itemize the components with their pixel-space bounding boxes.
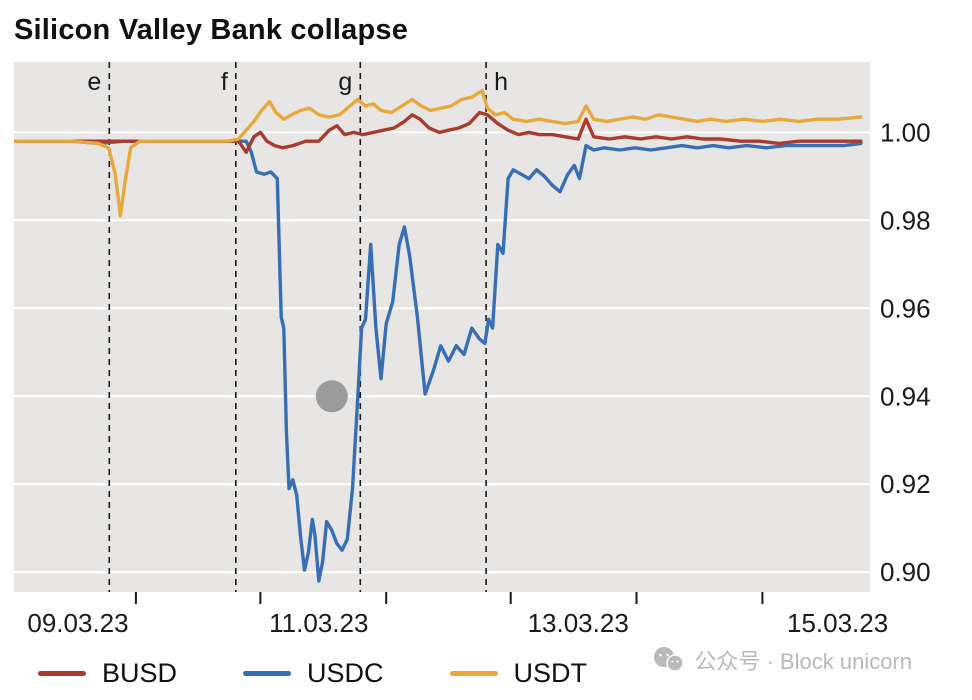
chart-canvas: 1.00 0.98 0.96 0.94 0.92 0.90 09.03.23 11.03.23…	[14, 62, 931, 638]
svg-text:13.03.23: 13.03.23	[528, 608, 629, 638]
legend-swatch-usdc	[243, 671, 292, 676]
legend-item-usdc: USDC	[243, 658, 384, 689]
wechat-icon	[651, 646, 685, 674]
svg-text:g: g	[338, 68, 352, 96]
svg-text:0.94: 0.94	[880, 381, 931, 411]
legend-swatch-busd	[38, 671, 86, 676]
legend-label-busd: BUSD	[102, 658, 178, 688]
svg-text:0.92: 0.92	[880, 469, 931, 499]
watermark: 公众号 · Block unicorn	[651, 644, 912, 676]
svg-text:0.90: 0.90	[880, 557, 931, 587]
chart-legend: BUSD USDC USDT	[38, 658, 587, 689]
legend-item-usdt: USDT	[449, 658, 588, 689]
chart-title: Silicon Valley Bank collapse	[14, 14, 409, 46]
svg-text:0.96: 0.96	[880, 293, 931, 323]
svg-text:0.98: 0.98	[880, 205, 931, 235]
svg-text:1.00: 1.00	[880, 117, 931, 147]
legend-label-usdt: USDT	[513, 658, 588, 688]
svg-text:e: e	[87, 68, 101, 96]
watermark-text: 公众号 · Block unicorn	[694, 649, 912, 674]
svg-text:f: f	[221, 68, 228, 96]
svg-text:11.03.23: 11.03.23	[269, 608, 368, 638]
svg-text:15.03.23: 15.03.23	[787, 608, 888, 638]
legend-item-busd: BUSD	[38, 658, 177, 689]
svg-text:h: h	[494, 68, 508, 96]
legend-swatch-usdt	[449, 671, 498, 676]
svg-text:09.03.23: 09.03.23	[27, 608, 128, 638]
legend-label-usdc: USDC	[307, 658, 384, 688]
